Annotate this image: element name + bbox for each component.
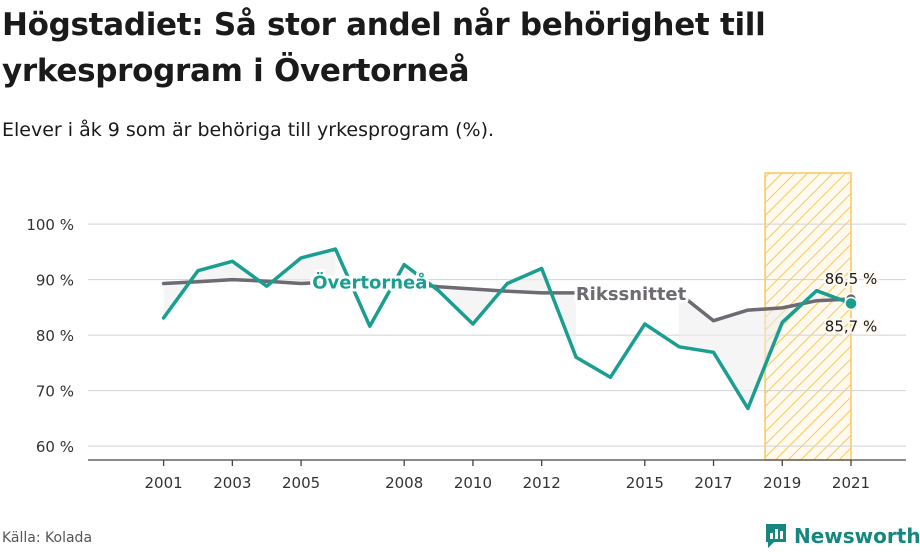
chart-title: Högstadiet: Så stor andel når behörighet… [2, 7, 766, 89]
gap-area [679, 293, 714, 353]
source-note: Källa: Kolada [2, 530, 93, 546]
x-tick-label: 2021 [832, 474, 870, 492]
gap-area [301, 249, 336, 284]
highlight-period [764, 172, 852, 461]
y-tick-label: 90 % [36, 272, 74, 290]
x-tick-label: 2005 [282, 474, 320, 492]
gap-area [507, 268, 542, 293]
newsworthy-logo-icon [766, 524, 786, 548]
series-label-overtornea: Övertorneå [312, 271, 427, 293]
x-tick-label: 2019 [763, 474, 801, 492]
x-tick-label: 2017 [694, 474, 732, 492]
gap-area [197, 261, 233, 282]
y-tick-label: 60 % [36, 438, 74, 456]
data-label-overtornea: 85,7 % [825, 317, 877, 335]
y-tick-label: 100 % [26, 216, 74, 234]
y-tick-label: 80 % [36, 327, 74, 345]
series-line-overtornea [161, 247, 853, 411]
x-tick-label: 2012 [523, 474, 561, 492]
x-tick-label: 2003 [213, 474, 251, 492]
x-tick-label: 2001 [145, 474, 183, 492]
gap-area [713, 310, 748, 409]
overtornea-endpoint [844, 296, 858, 311]
x-tick-label: 2008 [385, 474, 423, 492]
x-tick-label: 2015 [626, 474, 664, 492]
y-tick-label: 70 % [36, 383, 74, 401]
newsworthy-logo-text: Newsworthy [794, 524, 920, 548]
series-label-rikssnittet: Rikssnittet [576, 284, 687, 305]
newsworthy-logo[interactable]: Newsworthy [764, 520, 920, 552]
data-label-rikssnittet: 86,5 % [825, 270, 877, 288]
x-tick-label: 2010 [454, 474, 492, 492]
chart-subtitle: Elever i åk 9 som är behöriga till yrkes… [2, 119, 495, 141]
